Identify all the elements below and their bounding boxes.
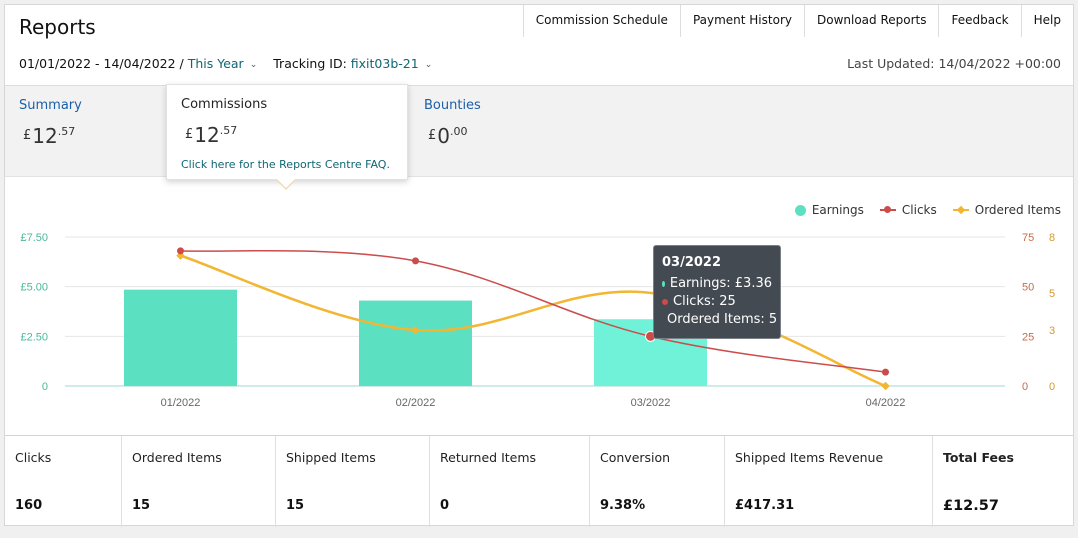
tab-commissions[interactable]: Commissions £12.57 Click here for the Re… bbox=[166, 84, 408, 180]
left-axis-tick: 0 bbox=[42, 381, 48, 393]
payment-history-button[interactable]: Payment History bbox=[679, 5, 804, 37]
metric-value: 15 bbox=[132, 498, 151, 513]
legend-earnings[interactable]: Earnings bbox=[794, 203, 864, 217]
ordered-items-point bbox=[411, 325, 420, 335]
legend-clicks[interactable]: Clicks bbox=[879, 203, 937, 217]
clicks-point bbox=[412, 257, 419, 265]
metric-shipped-items-revenue: Shipped Items Revenue £417.31 bbox=[725, 436, 933, 527]
right2-axis-tick: 0 bbox=[1049, 381, 1055, 393]
last-updated-text: Last Updated: 14/04/2022 +00:00 bbox=[847, 56, 1061, 71]
right2-axis-tick: 5 bbox=[1049, 288, 1055, 300]
legend-clicks-label: Clicks bbox=[901, 203, 937, 217]
clicks-point bbox=[177, 247, 184, 255]
metric-value: 0 bbox=[440, 498, 450, 513]
tooltip-ordered: Ordered Items: 5 bbox=[667, 312, 778, 327]
commission-schedule-button[interactable]: Commission Schedule bbox=[522, 5, 680, 37]
help-button[interactable]: Help bbox=[1020, 5, 1073, 37]
chevron-down-icon[interactable]: ⌄ bbox=[249, 59, 258, 70]
date-range-text: 01/01/2022 - 14/04/2022 / bbox=[19, 56, 184, 71]
metric-label: Total Fees bbox=[943, 450, 1014, 465]
metric-label: Clicks bbox=[15, 450, 52, 465]
metric-returned-items: Returned Items 0 bbox=[430, 436, 590, 527]
legend-ordered-swatch bbox=[952, 205, 969, 215]
legend-ordered[interactable]: Ordered Items bbox=[952, 203, 1061, 217]
metric-conversion: Conversion 9.38% bbox=[590, 436, 725, 527]
tooltip-clicks-dot bbox=[662, 298, 668, 305]
download-reports-button[interactable]: Download Reports bbox=[803, 5, 939, 37]
metrics-row: Clicks 160 Ordered Items 15 Shipped Item… bbox=[5, 435, 1073, 527]
tracking-id-label: Tracking ID: bbox=[273, 56, 347, 71]
right-axis-tick: 75 bbox=[1022, 232, 1034, 244]
right2-axis-tick: 8 bbox=[1049, 232, 1055, 244]
left-axis-tick: £2.50 bbox=[20, 331, 48, 343]
tooltip-clicks: Clicks: 25 bbox=[673, 294, 736, 309]
tab-summary[interactable]: Summary £12.57 bbox=[5, 86, 165, 178]
metric-label: Returned Items bbox=[440, 450, 537, 465]
earnings-chart: £7.50 £5.00 £2.50 0 75 50 25 0 8 5 3 0 01/2022 02/202… bbox=[20, 232, 1055, 409]
x-axis-tick: 02/2022 bbox=[396, 397, 436, 409]
x-axis-tick: 01/2022 bbox=[161, 397, 201, 409]
x-axis-tick: 03/2022 bbox=[631, 397, 671, 409]
top-nav: Commission Schedule Payment History Down… bbox=[522, 5, 1073, 37]
filter-row: 01/01/2022 - 14/04/2022 / This Year ⌄ Tr… bbox=[19, 56, 448, 71]
legend-earnings-label: Earnings bbox=[811, 203, 864, 217]
clicks-line bbox=[180, 249, 886, 373]
chart-tooltip: 03/2022 Earnings: £3.36 Clicks: 25 Order… bbox=[653, 245, 781, 339]
metric-total-fees: Total Fees £12.57 bbox=[933, 436, 1073, 527]
legend-earnings-swatch bbox=[794, 204, 806, 216]
reports-faq-link[interactable]: Click here for the Reports Centre FAQ. bbox=[181, 158, 390, 171]
feedback-button[interactable]: Feedback bbox=[938, 5, 1021, 37]
legend-ordered-label: Ordered Items bbox=[974, 203, 1061, 217]
reports-panel: Reports Commission Schedule Payment Hist… bbox=[4, 4, 1074, 527]
metric-value: 9.38% bbox=[600, 498, 646, 513]
metric-value: 160 bbox=[15, 498, 43, 513]
chevron-down-icon[interactable]: ⌄ bbox=[424, 59, 433, 70]
chart-legend: Earnings Clicks Ordered Items bbox=[779, 203, 1061, 217]
right2-axis-tick: 3 bbox=[1049, 325, 1055, 337]
metric-label: Shipped Items Revenue bbox=[735, 450, 884, 465]
period-dropdown[interactable]: This Year bbox=[187, 56, 244, 71]
left-axis-tick: £7.50 bbox=[20, 232, 48, 244]
metric-label: Conversion bbox=[600, 450, 671, 465]
tooltip-earnings-dot bbox=[662, 280, 665, 287]
earnings-bar bbox=[124, 289, 237, 386]
page-title: Reports bbox=[19, 15, 96, 39]
ordered-items-point bbox=[881, 381, 890, 391]
tooltip-title: 03/2022 bbox=[662, 255, 722, 270]
commissions-value: £12.57 bbox=[185, 123, 238, 147]
metric-value: £417.31 bbox=[735, 498, 795, 513]
metric-shipped-items: Shipped Items 15 bbox=[276, 436, 430, 527]
ordered-items-line bbox=[180, 254, 886, 388]
metric-label: Shipped Items bbox=[286, 450, 376, 465]
x-axis-tick: 04/2022 bbox=[866, 397, 906, 409]
clicks-point bbox=[882, 368, 889, 376]
tracking-id-dropdown[interactable]: fixit03b-21 bbox=[350, 56, 419, 71]
tab-bounties-label: Bounties bbox=[424, 98, 481, 113]
tab-commissions-label: Commissions bbox=[181, 97, 268, 112]
earnings-bar bbox=[359, 300, 472, 386]
right-axis-tick: 50 bbox=[1022, 282, 1034, 294]
metric-clicks: Clicks 160 bbox=[5, 436, 122, 527]
legend-clicks-swatch bbox=[879, 205, 896, 215]
popup-caret bbox=[276, 179, 296, 190]
left-axis-tick: £5.00 bbox=[20, 282, 48, 294]
right-axis-tick: 25 bbox=[1022, 331, 1034, 343]
tab-summary-label: Summary bbox=[19, 98, 82, 113]
metric-value: £12.57 bbox=[943, 498, 999, 514]
metric-value: 15 bbox=[286, 498, 305, 513]
right-axis-tick: 0 bbox=[1022, 381, 1028, 393]
summary-value: £12.57 bbox=[23, 124, 76, 148]
tooltip-earnings: Earnings: £3.36 bbox=[669, 276, 772, 291]
metric-label: Ordered Items bbox=[132, 450, 222, 465]
bounties-value: £0.00 bbox=[428, 124, 468, 148]
tab-bounties[interactable]: Bounties £0.00 bbox=[410, 86, 570, 178]
metric-ordered-items: Ordered Items 15 bbox=[122, 436, 276, 527]
